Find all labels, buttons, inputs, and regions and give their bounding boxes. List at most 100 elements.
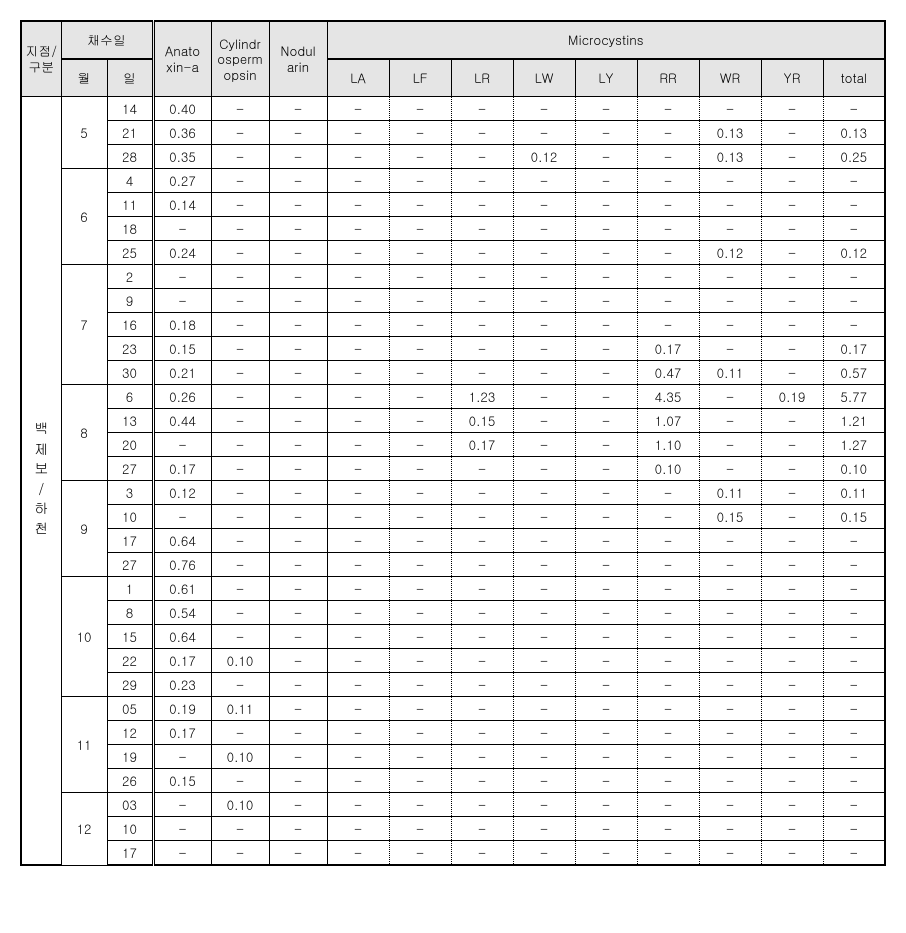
table-row: 백제보/하천5140.40––––––––––– xyxy=(21,97,885,121)
table-row: 860.26––––1.23––4.35–0.195.77 xyxy=(21,385,885,409)
mc-lr-cell: 1.23 xyxy=(451,385,513,409)
mc-lw-cell: – xyxy=(513,577,575,601)
mc-ly-cell: – xyxy=(575,817,637,841)
mc-lw-cell: – xyxy=(513,289,575,313)
day-cell: 27 xyxy=(107,553,153,577)
anatoxin-cell: 0.23 xyxy=(153,673,211,697)
mc-ly-cell: – xyxy=(575,649,637,673)
mc-ly-cell: – xyxy=(575,337,637,361)
mc-lr-cell: 0.17 xyxy=(451,433,513,457)
cylindro-cell: – xyxy=(211,217,269,241)
table-row: 150.64––––––––––– xyxy=(21,625,885,649)
mc-wr-cell: – xyxy=(699,817,761,841)
nodularin-cell: – xyxy=(269,361,327,385)
month-cell: 11 xyxy=(61,697,107,793)
table-row: 20–––––0.17––1.10––1.27 xyxy=(21,433,885,457)
mc-rr-cell: – xyxy=(637,673,699,697)
mc-total-cell: – xyxy=(823,289,885,313)
mc-la-cell: – xyxy=(327,241,389,265)
mc-ly-cell: – xyxy=(575,217,637,241)
cylindro-cell: – xyxy=(211,817,269,841)
mc-lr-cell: – xyxy=(451,697,513,721)
anatoxin-cell: 0.64 xyxy=(153,529,211,553)
nodularin-cell: – xyxy=(269,601,327,625)
header-cylindro: Cylindr osperm opsin xyxy=(211,21,269,97)
cylindro-cell: – xyxy=(211,601,269,625)
mc-wr-cell: – xyxy=(699,193,761,217)
header-day: 일 xyxy=(107,59,153,97)
mc-rr-cell: – xyxy=(637,625,699,649)
nodularin-cell: – xyxy=(269,721,327,745)
day-cell: 23 xyxy=(107,337,153,361)
header-month: 월 xyxy=(61,59,107,97)
anatoxin-cell: 0.35 xyxy=(153,145,211,169)
anatoxin-cell: – xyxy=(153,265,211,289)
cylindro-cell: 0.10 xyxy=(211,745,269,769)
day-cell: 17 xyxy=(107,841,153,866)
mc-total-cell: 5.77 xyxy=(823,385,885,409)
mc-wr-cell: – xyxy=(699,745,761,769)
mc-la-cell: – xyxy=(327,649,389,673)
mc-ly-cell: – xyxy=(575,721,637,745)
table-row: 10–––––––––––– xyxy=(21,817,885,841)
anatoxin-cell: 0.26 xyxy=(153,385,211,409)
day-cell: 30 xyxy=(107,361,153,385)
mc-la-cell: – xyxy=(327,433,389,457)
mc-ly-cell: – xyxy=(575,601,637,625)
mc-total-cell: – xyxy=(823,817,885,841)
mc-lr-cell: 0.15 xyxy=(451,409,513,433)
mc-lw-cell: – xyxy=(513,409,575,433)
mc-rr-cell: – xyxy=(637,217,699,241)
nodularin-cell: – xyxy=(269,793,327,817)
day-cell: 15 xyxy=(107,625,153,649)
mc-wr-cell: – xyxy=(699,697,761,721)
mc-total-cell: – xyxy=(823,721,885,745)
table-row: 19–0.10–––––––––– xyxy=(21,745,885,769)
header-mc-yr: YR xyxy=(761,59,823,97)
mc-yr-cell: – xyxy=(761,457,823,481)
mc-lr-cell: – xyxy=(451,481,513,505)
mc-wr-cell: – xyxy=(699,433,761,457)
mc-wr-cell: – xyxy=(699,217,761,241)
mc-yr-cell: – xyxy=(761,673,823,697)
mc-lw-cell: – xyxy=(513,337,575,361)
anatoxin-cell: 0.17 xyxy=(153,649,211,673)
mc-la-cell: – xyxy=(327,289,389,313)
mc-lw-cell: – xyxy=(513,481,575,505)
mc-la-cell: – xyxy=(327,193,389,217)
mc-lw-cell: – xyxy=(513,841,575,866)
mc-total-cell: 0.25 xyxy=(823,145,885,169)
mc-la-cell: – xyxy=(327,481,389,505)
mc-total-cell: – xyxy=(823,793,885,817)
mc-lw-cell: – xyxy=(513,745,575,769)
mc-yr-cell: – xyxy=(761,433,823,457)
cylindro-cell: – xyxy=(211,193,269,217)
nodularin-cell: – xyxy=(269,145,327,169)
mc-total-cell: 0.13 xyxy=(823,121,885,145)
table-row: 250.24––––––––0.12–0.12 xyxy=(21,241,885,265)
header-nodularin: Nodul arin xyxy=(269,21,327,97)
nodularin-cell: – xyxy=(269,745,327,769)
data-table: 지점/구분 채수일 Anato xin-a Cylindr osperm ops… xyxy=(20,20,886,866)
cylindro-cell: – xyxy=(211,241,269,265)
day-cell: 14 xyxy=(107,97,153,121)
month-cell: 8 xyxy=(61,385,107,481)
mc-wr-cell: – xyxy=(699,97,761,121)
mc-lr-cell: – xyxy=(451,601,513,625)
mc-la-cell: – xyxy=(327,121,389,145)
mc-total-cell: – xyxy=(823,577,885,601)
mc-yr-cell: – xyxy=(761,337,823,361)
table-row: 18–––––––––––– xyxy=(21,217,885,241)
table-row: 17–––––––––––– xyxy=(21,841,885,866)
anatoxin-cell: 0.15 xyxy=(153,337,211,361)
mc-rr-cell: – xyxy=(637,769,699,793)
day-cell: 18 xyxy=(107,217,153,241)
mc-la-cell: – xyxy=(327,553,389,577)
mc-rr-cell: – xyxy=(637,169,699,193)
mc-lw-cell: – xyxy=(513,769,575,793)
nodularin-cell: – xyxy=(269,169,327,193)
nodularin-cell: – xyxy=(269,649,327,673)
mc-total-cell: 0.11 xyxy=(823,481,885,505)
header-anatoxin: Anato xin-a xyxy=(153,21,211,97)
mc-lf-cell: – xyxy=(389,817,451,841)
